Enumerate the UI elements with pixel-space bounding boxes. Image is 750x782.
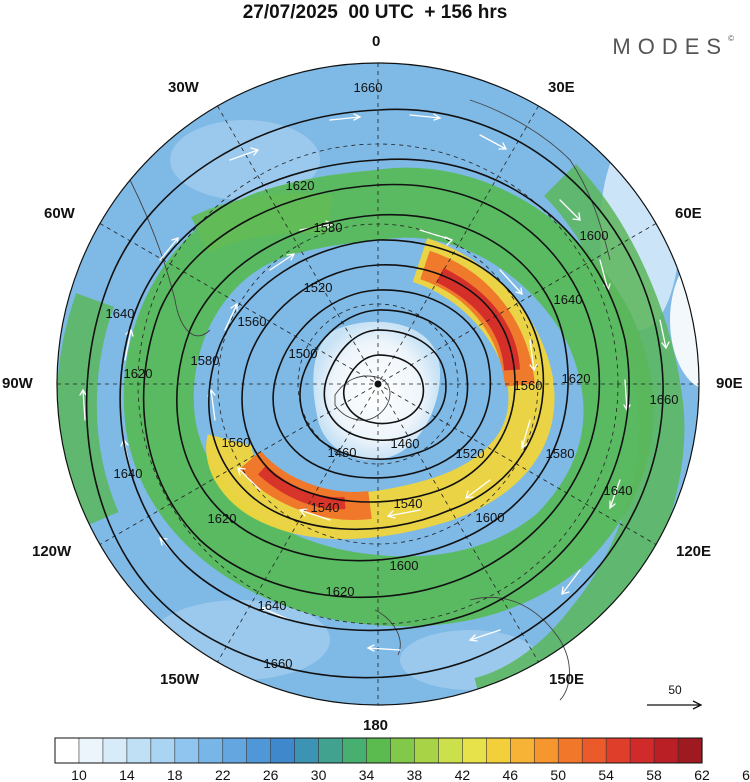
contour-label: 1540 bbox=[394, 496, 423, 511]
contour-label: 1600 bbox=[390, 558, 419, 573]
contour-label: 1620 bbox=[208, 511, 237, 526]
contour-label: 1560 bbox=[238, 314, 267, 329]
contour-label: 1620 bbox=[124, 366, 153, 381]
jet-band-west bbox=[57, 293, 119, 528]
wind-arrow bbox=[468, 629, 501, 642]
jet-core-red-south bbox=[258, 465, 346, 510]
contour-1580 bbox=[208, 239, 545, 530]
brand-name: MODES bbox=[612, 34, 729, 59]
shade-patch bbox=[150, 600, 330, 680]
wind-arrow bbox=[609, 479, 621, 510]
wind-arrow bbox=[329, 113, 362, 121]
map-border bbox=[56, 62, 700, 706]
contour-1660 bbox=[85, 108, 664, 679]
polar-core bbox=[313, 321, 441, 461]
contour-label: 1620 bbox=[326, 584, 355, 599]
contour-label: 1640 bbox=[106, 306, 135, 321]
contour-label: 1640 bbox=[114, 466, 143, 481]
wind-arrow bbox=[419, 229, 454, 246]
contour-1540 bbox=[272, 289, 492, 479]
lon-label-120e: 120E bbox=[676, 543, 712, 560]
wind-arrow bbox=[465, 479, 491, 499]
contour-label: 1640 bbox=[554, 292, 583, 307]
wind-arrow bbox=[237, 467, 261, 491]
contour-1500 bbox=[323, 329, 447, 441]
contour-label: 1560 bbox=[514, 378, 543, 393]
modes-logo: MODES© bbox=[612, 34, 734, 60]
contour-label-group: 1660 1620 1580 1520 1560 1500 1640 1620 … bbox=[106, 80, 679, 671]
contour-label: 1660 bbox=[264, 656, 293, 671]
wind-arrow bbox=[499, 269, 523, 295]
contour-label: 1500 bbox=[289, 346, 318, 361]
lon-label-30e: 30E bbox=[548, 79, 575, 96]
wind-arrow bbox=[561, 569, 581, 595]
africa-coast bbox=[469, 99, 611, 261]
wind-arrow bbox=[269, 253, 296, 271]
wind-arrow bbox=[224, 302, 238, 331]
contour-label: 1660 bbox=[650, 392, 679, 407]
shade-patch bbox=[170, 120, 320, 200]
lon-label-180: 180 bbox=[363, 717, 389, 734]
wind-vectors bbox=[79, 113, 670, 652]
lon-label-90w: 90W bbox=[2, 375, 33, 392]
contour-label: 1460 bbox=[391, 436, 420, 451]
contour-label: 1520 bbox=[456, 446, 485, 461]
contour-label: 1580 bbox=[314, 220, 343, 235]
shade-patch bbox=[670, 250, 699, 390]
lon-label-90e: 90E bbox=[716, 375, 743, 392]
jet-band-north bbox=[191, 193, 333, 254]
south-pole-marker bbox=[374, 380, 382, 388]
lon-label-60e: 60E bbox=[675, 205, 702, 222]
lon-label-150e: 150E bbox=[549, 671, 585, 688]
contour-label: 1600 bbox=[580, 228, 609, 243]
brand-copyright: © bbox=[728, 34, 734, 43]
contour-1560 bbox=[241, 264, 516, 503]
jet-core-red-east bbox=[436, 267, 520, 371]
contour-label: 1600 bbox=[476, 510, 505, 525]
wind-arrow bbox=[521, 419, 531, 450]
contour-label: 1620 bbox=[562, 371, 591, 386]
lon-label-30w: 30W bbox=[168, 79, 199, 96]
lon-label-150w: 150W bbox=[160, 671, 200, 688]
contour-label: 1580 bbox=[191, 353, 220, 368]
contour-1460 bbox=[342, 354, 425, 425]
wind-arrow bbox=[229, 147, 260, 161]
south-america-coast bbox=[129, 179, 211, 337]
wind-arrow bbox=[479, 134, 508, 150]
wind-arrow bbox=[298, 508, 331, 521]
wind-arrow bbox=[559, 199, 581, 221]
contour-1600 bbox=[176, 213, 569, 562]
coastlines bbox=[129, 99, 611, 701]
wind-arrow bbox=[124, 328, 134, 361]
wind-arrow bbox=[529, 339, 538, 372]
lon-label-60w: 60W bbox=[44, 205, 75, 222]
contour-label: 1460 bbox=[328, 445, 357, 460]
contour-label: 1620 bbox=[286, 178, 315, 193]
contour-label: 1560 bbox=[222, 435, 251, 450]
map-title: 27/07/2025 00 UTC + 156 hrs bbox=[242, 2, 508, 23]
lon-label-120w: 120W bbox=[32, 543, 72, 560]
contour-label: 1640 bbox=[604, 483, 633, 498]
lon-label-0: 0 bbox=[372, 33, 381, 50]
contour-label: 1540 bbox=[311, 500, 340, 515]
new-zealand-coast bbox=[374, 609, 401, 656]
jet-band-green bbox=[123, 167, 654, 627]
height-contours bbox=[85, 108, 664, 679]
contour-1520 bbox=[299, 309, 469, 460]
australia-coast bbox=[469, 596, 570, 701]
wind-arrow bbox=[366, 644, 401, 652]
wind-arrow bbox=[386, 509, 421, 519]
contour-1640 bbox=[119, 158, 630, 632]
wind-arrow bbox=[409, 113, 442, 121]
contour-label: 1640 bbox=[258, 598, 287, 613]
contour-label: 1580 bbox=[546, 446, 575, 461]
wind-arrow bbox=[79, 388, 87, 421]
wind-arrow bbox=[659, 319, 670, 350]
antarctica-coast bbox=[334, 375, 391, 421]
contour-label: 1660 bbox=[354, 80, 383, 95]
contour-label: 1520 bbox=[304, 280, 333, 295]
contour-1620 bbox=[142, 183, 601, 599]
